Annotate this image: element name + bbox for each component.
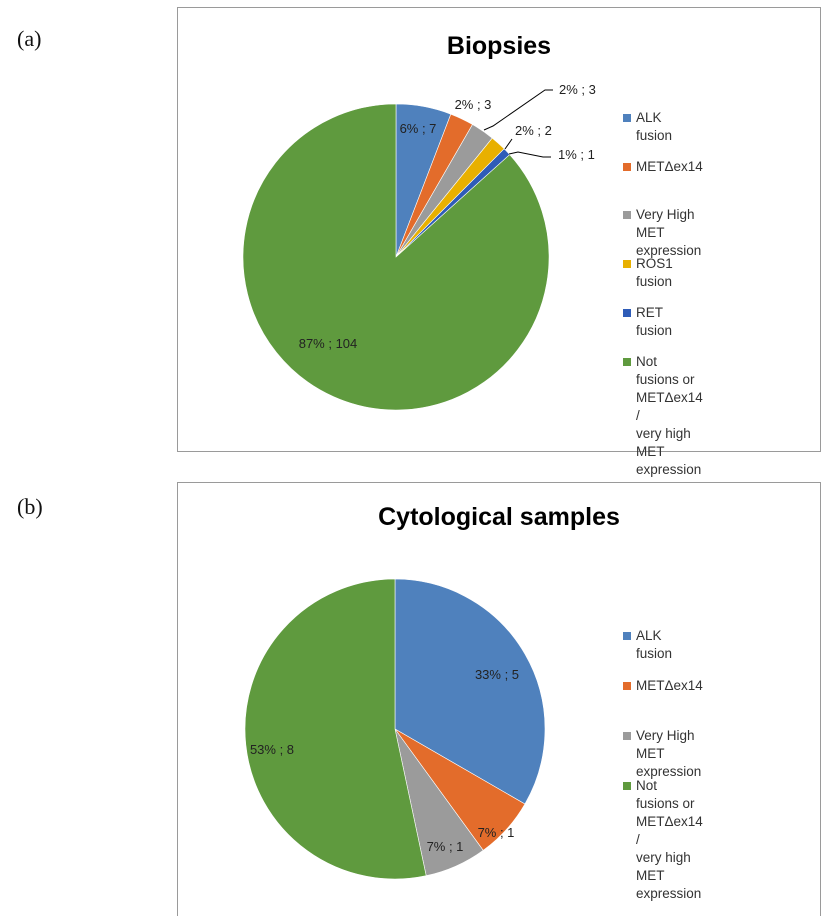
chart-title: Biopsies	[446, 32, 552, 60]
data-label-2: 7% ; 1	[427, 839, 464, 854]
legend-swatch	[623, 163, 631, 171]
data-label-3: 2% ; 2	[515, 123, 552, 138]
legend-item: Very High MET expression	[623, 727, 701, 781]
legend-label: Not fusions or METΔex14 / very high MET …	[636, 778, 703, 901]
legend-label: Not fusions or METΔex14 / very high MET …	[636, 354, 703, 477]
legend-label: ROS1 fusion	[636, 256, 673, 289]
pie-plot: 6% ; 7 2% ; 3 2% ; 3 2% ; 2 1% ; 1 87% ; 104	[242, 82, 596, 411]
legend-swatch	[623, 632, 631, 640]
legend-label: METΔex14	[636, 159, 703, 174]
legend-label: ALK fusion	[636, 110, 673, 143]
data-label-3: 53% ; 8	[250, 742, 294, 757]
legend-swatch	[623, 682, 631, 690]
pie-slice-0	[394, 578, 546, 805]
data-label-0: 33% ; 5	[475, 667, 519, 682]
legend-label: METΔex14	[636, 678, 703, 693]
legend-item: ROS1 fusion	[623, 255, 673, 291]
legend-item: METΔex14	[623, 158, 703, 176]
legend-swatch	[623, 211, 631, 219]
data-label-0: 6% ; 7	[400, 121, 437, 136]
pie-slice-3	[244, 578, 427, 880]
legend-label: RET fusion	[636, 305, 673, 338]
chart-title: Cytological samples	[378, 503, 620, 531]
pie-chart-biopsies: Biopsies 6% ; 7 2% ; 3 2% ; 3 2% ; 2 1% ; 1 8…	[177, 7, 821, 477]
legend-label: ALK fusion	[636, 628, 673, 661]
legend-item: ALK fusion	[623, 627, 672, 663]
legend-item: METΔex14	[623, 677, 703, 695]
data-label-5: 87% ; 104	[299, 336, 358, 351]
legend-swatch	[623, 782, 631, 790]
legend-item: RET fusion	[623, 304, 672, 340]
legend-swatch	[623, 358, 631, 366]
legend-swatch	[623, 260, 631, 268]
legend-swatch	[623, 309, 631, 317]
legend-item: Very High MET expression	[623, 206, 701, 260]
leader-line-2	[483, 89, 553, 131]
data-label-4: 1% ; 1	[558, 147, 595, 162]
panel-letter-a: (a)	[17, 26, 42, 51]
pie-slice-5	[242, 103, 550, 411]
data-label-1: 7% ; 1	[478, 825, 515, 840]
leader-line-4	[508, 151, 551, 158]
pie-plot: 33% ; 5 7% ; 1 7% ; 1 53% ; 8	[244, 578, 546, 880]
legend-item: Not fusions or METΔex14 / very high MET …	[623, 353, 703, 479]
legend-label: Very High MET expression	[636, 207, 702, 258]
legend-label: Very High MET expression	[636, 728, 702, 779]
data-label-1: 2% ; 3	[455, 97, 492, 112]
legend-item: ALK fusion	[623, 109, 672, 145]
legend-swatch	[623, 732, 631, 740]
pie-chart-cytological-samples: Cytological samples 33% ; 5 7% ; 1 7% ; 1 5…	[177, 482, 821, 916]
panel-letter-b: (b)	[17, 494, 43, 519]
legend-swatch	[623, 114, 631, 122]
legend-item: Not fusions or METΔex14 / very high MET …	[623, 777, 703, 903]
leader-line-3	[504, 138, 513, 150]
data-label-2: 2% ; 3	[559, 82, 596, 97]
